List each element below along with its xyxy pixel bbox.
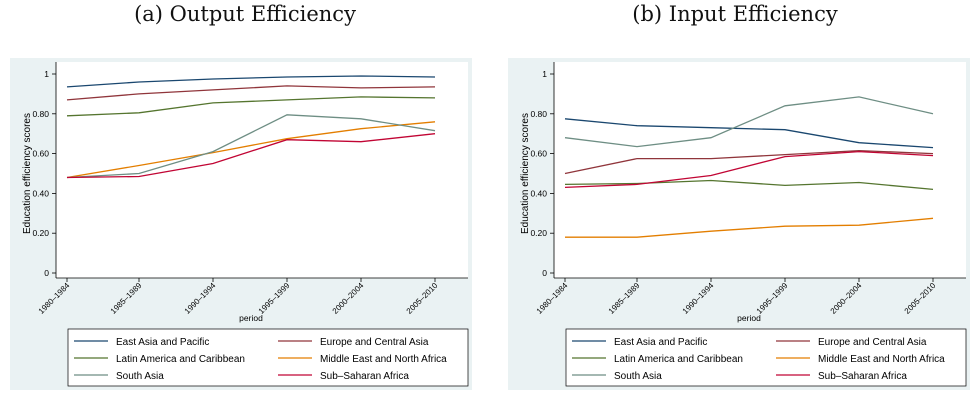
y-tick-label: 0.20: [530, 228, 547, 238]
y-tick-label: 0.40: [530, 188, 547, 198]
legend-label-latin-america-and-caribbean: Latin America and Caribbean: [116, 354, 245, 365]
y-tick-label: 0.60: [530, 149, 547, 159]
series-line-europe-and-central-asia: [564, 149, 934, 175]
series-line-east-asia-and-pacific: [66, 75, 436, 88]
legend-label-middle-east-and-north-africa: Middle East and North Africa: [818, 354, 945, 365]
plot-area: [554, 62, 966, 278]
y-tick-label: 0.20: [32, 228, 49, 238]
legend-label-south-asia: South Asia: [116, 371, 164, 382]
y-tick-label: 0: [542, 268, 547, 278]
legend-label-europe-and-central-asia: Europe and Central Asia: [818, 337, 927, 348]
y-tick-label: 0.60: [32, 149, 49, 159]
legend-label-middle-east-and-north-africa: Middle East and North Africa: [320, 354, 447, 365]
input-efficiency-plot: 0 0.20 0.40 0.60 0.80 1 Education efficiency s…: [508, 58, 970, 390]
y-tick-label: 0.80: [530, 109, 547, 119]
plot-area: [56, 62, 468, 278]
caption-input-efficiency: (b) Input Efficiency: [632, 2, 838, 26]
legend-label-latin-america-and-caribbean: Latin America and Caribbean: [614, 354, 743, 365]
caption-output-efficiency: (a) Output Efficiency: [134, 2, 356, 26]
y-tick-label: 1: [542, 69, 547, 79]
series-line-latin-america-and-caribbean: [564, 179, 934, 191]
y-tick-label: 0.40: [32, 188, 49, 198]
y-tick-label: 0.80: [32, 109, 49, 119]
series-line-europe-and-central-asia: [66, 85, 436, 101]
x-axis-label: period: [737, 313, 761, 323]
y-tick-label: 1: [44, 69, 49, 79]
series-line-middle-east-and-north-africa: [565, 217, 934, 238]
chart-output-efficiency: 0 0.20 0.40 0.60 0.80 1 Education efficiency s…: [10, 58, 472, 390]
x-axis-label: period: [239, 313, 263, 323]
legend-label-east-asia-and-pacific: East Asia and Pacific: [614, 337, 707, 348]
series-line-middle-east-and-north-africa: [66, 121, 436, 179]
legend-box: [565, 328, 967, 387]
series-line-sub-saharan-africa: [564, 150, 934, 189]
legend-label-south-asia: South Asia: [614, 371, 662, 382]
y-axis-label: Education efficiency scores: [22, 113, 33, 234]
chart-input-efficiency: 0 0.20 0.40 0.60 0.80 1 Education efficiency s…: [508, 58, 970, 390]
series-line-east-asia-and-pacific: [564, 118, 934, 149]
y-axis-label: Education efficiency scores: [520, 113, 531, 234]
legend-label-east-asia-and-pacific: East Asia and Pacific: [116, 337, 209, 348]
legend-box: [67, 328, 469, 387]
series-line-latin-america-and-caribbean: [66, 96, 436, 117]
y-tick-label: 0: [44, 268, 49, 278]
legend-label-sub-saharan-africa: Sub–Saharan Africa: [818, 371, 907, 382]
series-line-south-asia: [564, 96, 934, 148]
legend-label-sub-saharan-africa: Sub–Saharan Africa: [320, 371, 409, 382]
output-efficiency-plot: 0 0.20 0.40 0.60 0.80 1 Education efficiency s…: [10, 58, 472, 390]
legend-label-europe-and-central-asia: Europe and Central Asia: [320, 337, 429, 348]
series-line-south-asia: [66, 114, 436, 179]
series-line-sub-saharan-africa: [66, 133, 436, 179]
